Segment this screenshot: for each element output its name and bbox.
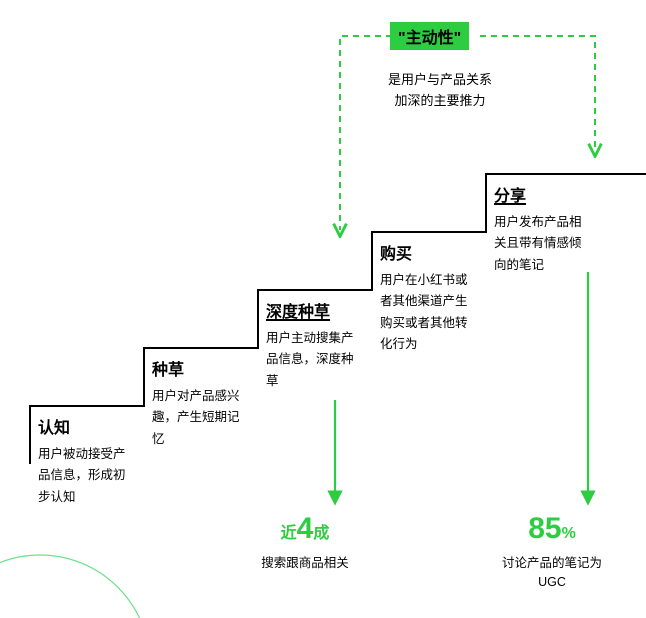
dashed-arrow-left xyxy=(340,36,392,230)
step-desc: 用户被动接受产品信息，形成初步认知 xyxy=(38,444,134,508)
stat-prefix: 近 xyxy=(281,525,297,542)
step-title: 分享 xyxy=(494,182,600,206)
stat-value: 85% xyxy=(492,512,612,546)
step-1: 种草用户对产品感兴趣，产生短期记忆 xyxy=(144,350,258,450)
step-0: 认知用户被动接受产品信息，形成初步认知 xyxy=(30,408,144,508)
step-desc: 用户发布产品相关且带有情感倾向的笔记 xyxy=(494,212,590,276)
step-4: 分享用户发布产品相关且带有情感倾向的笔记 xyxy=(486,176,600,276)
stat-1: 85% 讨论产品的笔记为 UGC xyxy=(492,512,612,592)
step-title: 认知 xyxy=(38,414,144,438)
step-2: 深度种草用户主动搜集产品信息，深度种草 xyxy=(258,292,372,392)
stat-suffix: % xyxy=(562,525,576,542)
stat-value: 近4成 xyxy=(245,512,365,546)
stat-big: 85 xyxy=(528,512,561,545)
stat-big: 4 xyxy=(297,512,314,545)
step-title: 种草 xyxy=(152,356,258,380)
stat-0: 近4成搜索跟商品相关 xyxy=(245,512,365,573)
step-desc: 用户对产品感兴趣，产生短期记忆 xyxy=(152,386,248,450)
step-3: 购买用户在小红书或者其他渠道产生购买或者其他转化行为 xyxy=(372,234,486,355)
stat-suffix: 成 xyxy=(313,525,329,542)
step-title: 深度种草 xyxy=(266,298,372,322)
stat-label: 搜索跟商品相关 xyxy=(245,554,365,573)
step-title: 购买 xyxy=(380,240,486,264)
proactivity-subtitle: 是用户与产品关系 加深的主要推力 xyxy=(370,70,510,112)
stat-label: 讨论产品的笔记为 UGC xyxy=(492,554,612,592)
proactivity-badge: "主动性" xyxy=(390,22,469,50)
step-desc: 用户在小红书或者其他渠道产生购买或者其他转化行为 xyxy=(380,270,476,355)
step-desc: 用户主动搜集产品信息，深度种草 xyxy=(266,328,362,392)
